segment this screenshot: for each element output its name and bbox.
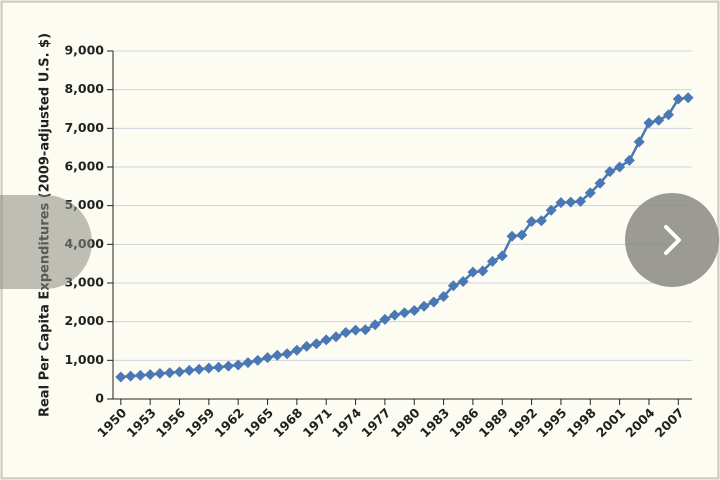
data-point bbox=[623, 154, 635, 166]
data-point bbox=[164, 367, 176, 379]
y-tick-label: 8,000 bbox=[64, 81, 104, 96]
y-tick-label: 9,000 bbox=[64, 43, 104, 58]
data-point bbox=[144, 369, 156, 381]
data-point bbox=[398, 307, 410, 319]
data-point bbox=[555, 197, 567, 209]
plot: 01,0002,0003,0004,0005,0006,0007,0008,00… bbox=[64, 43, 694, 440]
data-point bbox=[369, 319, 381, 331]
prev-button[interactable] bbox=[0, 195, 92, 289]
data-point bbox=[174, 366, 186, 378]
y-tick-label: 0 bbox=[95, 391, 104, 406]
data-point bbox=[301, 340, 313, 352]
y-tick-label: 6,000 bbox=[64, 159, 104, 174]
data-point bbox=[262, 352, 274, 364]
data-point bbox=[594, 177, 606, 189]
data-point bbox=[565, 196, 577, 208]
data-point bbox=[575, 195, 587, 207]
data-point bbox=[506, 230, 518, 242]
y-tick-label: 2,000 bbox=[64, 313, 104, 328]
data-point bbox=[222, 360, 234, 372]
data-point bbox=[682, 92, 694, 104]
data-point bbox=[242, 357, 254, 369]
data-point bbox=[320, 334, 332, 346]
next-button[interactable] bbox=[625, 193, 719, 287]
data-point bbox=[203, 362, 215, 374]
data-point bbox=[614, 161, 626, 173]
y-tick-label: 7,000 bbox=[64, 120, 104, 135]
data-point bbox=[428, 296, 440, 308]
data-point bbox=[232, 359, 244, 371]
data-point bbox=[193, 363, 205, 375]
data-point bbox=[154, 367, 166, 379]
data-point bbox=[379, 313, 391, 325]
data-point bbox=[653, 114, 665, 126]
data-point bbox=[330, 331, 342, 343]
y-tick-label: 1,000 bbox=[64, 352, 104, 367]
data-point bbox=[438, 291, 450, 303]
data-point bbox=[115, 371, 127, 383]
data-point bbox=[183, 364, 195, 376]
data-point bbox=[516, 229, 528, 241]
data-point bbox=[291, 344, 303, 356]
data-point bbox=[467, 266, 479, 278]
data-point bbox=[584, 187, 596, 199]
data-point bbox=[418, 300, 430, 312]
data-point bbox=[535, 215, 547, 227]
data-point bbox=[604, 166, 616, 178]
data-point bbox=[271, 349, 283, 361]
chevron-icon bbox=[664, 225, 681, 255]
data-point bbox=[340, 326, 352, 338]
data-point bbox=[350, 324, 362, 336]
data-point bbox=[486, 255, 498, 267]
data-point bbox=[643, 117, 655, 129]
data-point bbox=[545, 204, 557, 216]
data-point bbox=[125, 370, 137, 382]
data-point bbox=[496, 250, 508, 262]
data-point bbox=[408, 304, 420, 316]
data-point bbox=[477, 265, 489, 277]
data-point bbox=[252, 354, 264, 366]
data-point bbox=[389, 309, 401, 321]
data-point bbox=[672, 93, 684, 105]
data-point bbox=[526, 216, 538, 228]
data-point bbox=[457, 275, 469, 287]
data-point bbox=[447, 280, 459, 292]
data-point bbox=[134, 369, 146, 381]
data-point bbox=[281, 348, 293, 360]
data-point bbox=[310, 338, 322, 350]
data-point bbox=[633, 136, 645, 148]
data-point bbox=[213, 361, 225, 373]
data-point bbox=[359, 324, 371, 336]
data-point bbox=[663, 109, 675, 121]
